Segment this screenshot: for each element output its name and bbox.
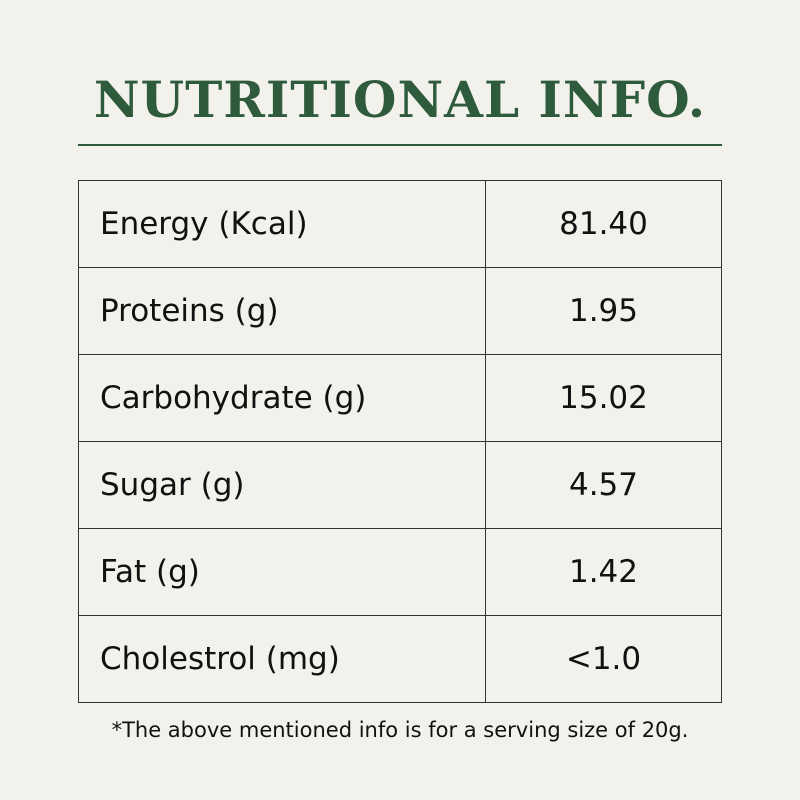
table-row: Sugar (g) 4.57: [78, 441, 722, 529]
nutrient-label: Sugar (g): [78, 441, 486, 529]
nutrient-label: Energy (Kcal): [78, 180, 486, 268]
nutrient-value: <1.0: [485, 615, 722, 703]
nutrient-value: 1.42: [485, 528, 722, 616]
nutrient-label: Fat (g): [78, 528, 486, 616]
nutrient-value: 15.02: [485, 354, 722, 442]
nutrient-value: 4.57: [485, 441, 722, 529]
title: NUTRITIONAL INFO.: [93, 70, 707, 129]
nutrient-value: 1.95: [485, 267, 722, 355]
table-row: Carbohydrate (g) 15.02: [78, 354, 722, 442]
footnote: *The above mentioned info is for a servi…: [111, 718, 689, 742]
nutrition-table: Energy (Kcal) 81.40 Proteins (g) 1.95 Carboh…: [78, 180, 722, 703]
table-row: Energy (Kcal) 81.40: [78, 180, 722, 268]
nutrient-value: 81.40: [485, 180, 722, 268]
title-underline: [78, 144, 722, 146]
nutrient-label: Carbohydrate (g): [78, 354, 486, 442]
nutrient-label: Proteins (g): [78, 267, 486, 355]
table-row: Cholestrol (mg) <1.0: [78, 615, 722, 703]
table-row: Proteins (g) 1.95: [78, 267, 722, 355]
nutrient-label: Cholestrol (mg): [78, 615, 486, 703]
table-row: Fat (g) 1.42: [78, 528, 722, 616]
